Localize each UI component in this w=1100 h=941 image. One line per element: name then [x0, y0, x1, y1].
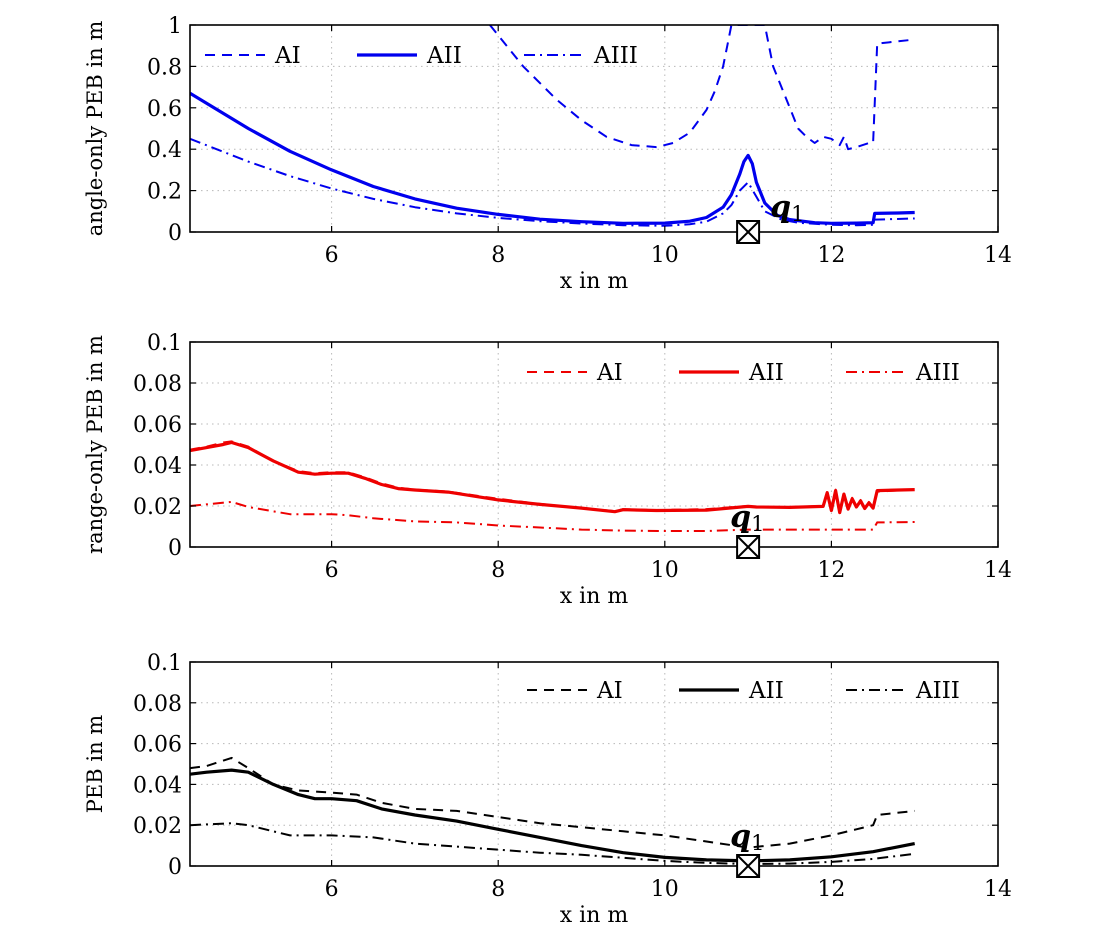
- series-line-aii: [190, 440, 915, 515]
- chart-panel-3: 6 8 10 12 14 0 0.02 0.04 0.06 0.08 0.1 x in m PEB in…: [83, 651, 1012, 928]
- y-tick-label: 0.08: [133, 372, 182, 397]
- marker-label-main: q: [770, 190, 791, 225]
- y-tick-label: 0.02: [133, 495, 182, 520]
- y-tick-label: 0.6: [147, 97, 182, 122]
- x-tick-label: 14: [984, 558, 1012, 583]
- x-tick-label: 6: [325, 558, 339, 583]
- x-tick-label: 6: [325, 243, 339, 268]
- marker-label-sub: 1: [791, 202, 804, 226]
- x-axis-label: x in m: [560, 269, 629, 294]
- legend-label-aiii: AIII: [915, 678, 960, 704]
- series-line-aiii: [190, 822, 915, 865]
- marker-label-main: q: [730, 500, 751, 535]
- marker-label-main: q: [730, 819, 751, 854]
- x-tick-label: 12: [817, 558, 845, 583]
- y-tick-label: 0.1: [147, 651, 182, 676]
- y-tick-label: 0.08: [133, 692, 182, 717]
- axes-frame: [189, 341, 999, 548]
- plot-area: [190, 440, 915, 532]
- x-tick-label: 10: [651, 877, 679, 902]
- legend-label-aiii: AIII: [915, 360, 960, 386]
- q1-marker: [736, 854, 761, 878]
- plot-area: [190, 756, 916, 865]
- chart-panel-2: 6 8 10 12 14 0 0.02 0.04 0.06 0.08 0.1 x in m range-…: [83, 331, 1012, 609]
- marker-cross: [736, 535, 760, 559]
- series-line-aii: [190, 768, 916, 863]
- y-tick-label: 0.2: [147, 180, 182, 205]
- x-tick-label: 12: [817, 877, 845, 902]
- axes-frame: [189, 661, 999, 867]
- y-tick-label: 0.4: [147, 138, 182, 163]
- x-tick-label: 14: [984, 243, 1012, 268]
- series-line-ai: [190, 756, 915, 849]
- y-axis-label: range-only PEB in m: [83, 335, 107, 554]
- x-axis-label: x in m: [560, 584, 629, 609]
- y-tick-label: 0.02: [133, 814, 182, 839]
- y-tick-label: 0: [168, 221, 182, 246]
- y-tick-label: 0.04: [133, 773, 182, 798]
- y-tick-label: 0.8: [147, 55, 182, 80]
- marker-cross: [736, 220, 760, 244]
- plot-area: [190, 25, 915, 227]
- x-tick-label: 8: [491, 877, 505, 902]
- y-tick-label: 1: [168, 14, 182, 39]
- x-tick-label: 10: [651, 558, 679, 583]
- y-tick-label: 0.06: [133, 413, 182, 438]
- marker-cross: [736, 854, 760, 878]
- legend-label-ai: AI: [596, 360, 623, 386]
- y-axis-label: PEB in m: [83, 715, 107, 813]
- legend-label-ai: AI: [596, 678, 623, 704]
- y-axis-label: angle-only PEB in m: [83, 21, 107, 237]
- marker-label-sub: 1: [751, 831, 764, 855]
- marker-label-sub: 1: [751, 512, 764, 536]
- x-axis-label: x in m: [560, 903, 629, 928]
- series-line-ai: [489, 25, 915, 151]
- axes-frame: [189, 24, 999, 233]
- y-tick-label: 0.06: [133, 733, 182, 758]
- marker-label: q1: [770, 190, 804, 226]
- y-tick-label: 0: [168, 855, 182, 880]
- y-tick-label: 0.1: [147, 331, 182, 356]
- series-line-aiii: [190, 500, 915, 532]
- series-line-aii: [190, 91, 915, 225]
- marker-label: q1: [730, 500, 764, 536]
- legend-label-aiii: AIII: [593, 43, 638, 69]
- y-tick-label: 0.04: [133, 454, 182, 479]
- x-tick-label: 6: [325, 877, 339, 902]
- q1-marker: [736, 220, 761, 244]
- x-tick-label: 12: [817, 243, 845, 268]
- legend-label-aii: AII: [426, 43, 462, 69]
- x-tick-label: 14: [984, 877, 1012, 902]
- legend-label-aii: AII: [748, 678, 784, 704]
- x-tick-label: 8: [491, 243, 505, 268]
- legend-label-aii: AII: [748, 360, 784, 386]
- q1-marker: [736, 535, 761, 559]
- chart-panel-1: 6 8 10 12 14 0 0.2 0.4 0.6 0.8 1 x in m angle-only P…: [83, 14, 1012, 294]
- x-tick-label: 8: [491, 558, 505, 583]
- x-tick-label: 10: [651, 243, 679, 268]
- y-tick-label: 0: [168, 536, 182, 561]
- marker-label: q1: [730, 819, 764, 855]
- legend-label-ai: AI: [274, 43, 301, 69]
- series-line-aiii: [190, 137, 915, 227]
- series-line-ai: [190, 440, 915, 514]
